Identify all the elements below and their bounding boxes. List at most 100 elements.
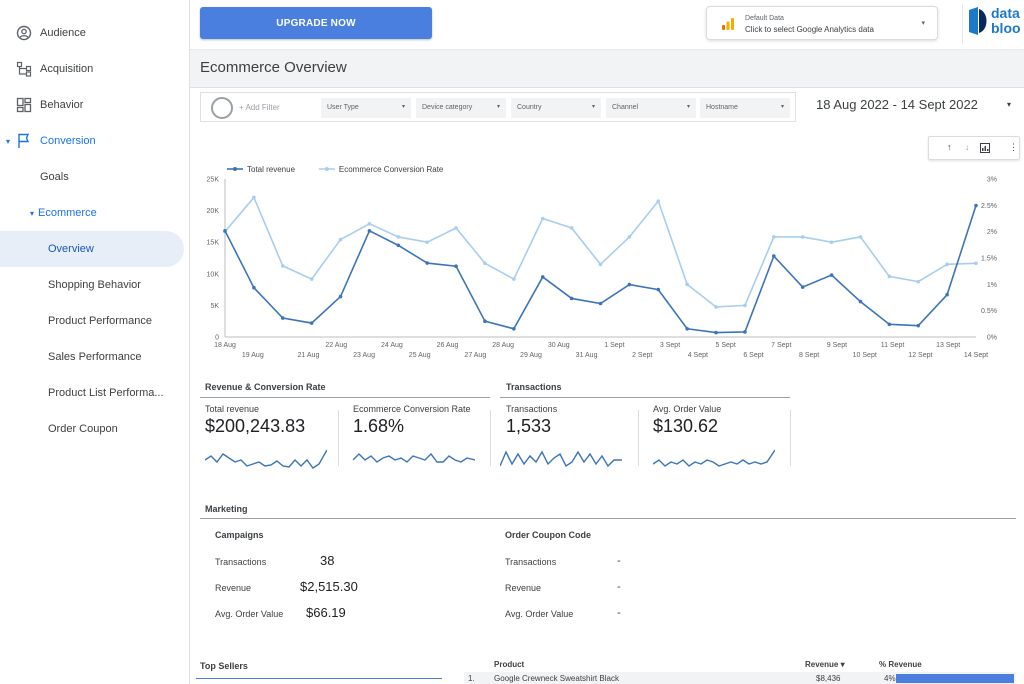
data-point [483,261,487,266]
add-filter-icon[interactable] [211,97,233,119]
sidebar-item-behavior[interactable]: Behavior [16,87,83,123]
page-header: Ecommerce Overview [190,50,1024,88]
total-revenue-sparkline [205,449,327,469]
sidebar-item-acquisition[interactable]: Acquisition [16,51,93,87]
sidebar-item-sales-performance[interactable]: Sales Performance [48,339,142,375]
upgrade-now-button[interactable]: UPGRADE NOW [200,7,432,39]
x-tick-label: 9 Sept [827,342,847,349]
x-tick-label: 24 Aug [381,342,403,349]
coupon-metric-label: Avg. Order Value [505,609,574,619]
x-tick-label: 2 Sept [632,352,652,359]
sidebar-item-label: Goals [40,171,69,183]
y-right-tick-label: 0.5% [981,308,997,315]
date-range-picker[interactable]: 18 Aug 2022 - 14 Sept 2022 [816,97,978,112]
data-point [367,229,372,233]
filter-channel[interactable]: Channel ▾ [606,98,696,118]
column-header-pct-revenue[interactable]: % Revenue [879,660,922,669]
data-source-selector[interactable]: Default Data Click to select Google Anal… [706,6,938,40]
column-header-product[interactable]: Product [494,660,525,669]
data-point [772,254,776,258]
data-point [540,216,545,221]
y-right-tick-label: 2.5% [981,203,997,210]
row-index: 1. [468,674,475,683]
data-point [829,273,834,277]
x-tick-label: 29 Aug [520,352,542,359]
coupon-revenue-value: - [617,581,621,593]
coupon-metric-label: Revenue [505,583,542,593]
data-point [252,285,256,290]
data-point [309,277,314,281]
legend-label: Ecommerce Conversion Rate [339,165,444,174]
page-title: Ecommerce Overview [200,59,347,76]
data-point [425,240,429,244]
legend-marker [324,167,329,171]
marketing-section-title: Marketing [205,504,248,514]
data-point [540,275,545,279]
data-point [887,274,892,279]
sidebar-item-label: Audience [40,27,86,39]
x-tick-label: 14 Sept [964,352,988,359]
data-point [569,226,574,230]
sidebar-item-audience[interactable]: Audience [16,15,86,51]
chevron-down-icon: ▾ [591,104,595,110]
column-header-revenue[interactable]: Revenue ▾ [805,660,845,669]
data-source-description: Click to select Google Analytics data [745,25,874,34]
scorecard-separator [338,410,339,466]
sidebar-item-product-list-performance[interactable]: Product List Performa... [48,375,164,411]
more-vert-icon[interactable]: ⋮ [1009,142,1018,152]
filter-hostname[interactable]: Hostname ▾ [700,98,790,118]
data-point [916,323,921,328]
sidebar-item-goals[interactable]: Goals [40,159,69,195]
sidebar-item-overview[interactable]: Overview [0,231,184,267]
x-tick-label: 26 Aug [437,342,459,349]
sidebar-item-ecommerce[interactable]: ▾ Ecommerce [30,195,97,231]
sort-ascending-icon[interactable]: ↑ [947,142,952,152]
x-tick-label: 23 Aug [353,352,375,359]
filter-country[interactable]: Country ▾ [511,98,601,118]
data-point [685,282,689,287]
chart-settings-icon[interactable] [980,143,990,153]
filter-device-category[interactable]: Device category ▾ [416,98,506,118]
logo: data bloo [962,4,1024,44]
sidebar-item-label: Conversion [40,135,96,147]
sidebar-item-shopping-behavior[interactable]: Shopping Behavior [48,267,141,303]
top-bar: UPGRADE NOW Default Data Click to select… [190,0,1024,50]
table-row[interactable]: 1. Google Crewneck Sweatshirt Black $8,4… [464,672,1016,684]
sidebar-item-label: Product Performance [48,315,152,327]
legend-marker [233,167,237,171]
sidebar-item-conversion[interactable]: ▾ Conversion [6,123,96,159]
series-line-total-revenue [224,205,977,334]
x-tick-label: 5 Sept [716,342,736,349]
scorecard-label: Transactions [506,404,558,414]
filter-user-type[interactable]: User Type ▾ [321,98,411,118]
revenue-conversion-line-chart: 0 5K 10K 15K 20K 25K 0% 0.5% 1% 1.5% 2% 2.5% 3% 18 Au… [207,165,997,359]
data-point [598,301,603,306]
top-sellers-title: Top Sellers [200,661,248,671]
row-product: Google Crewneck Sweatshirt Black [494,674,619,683]
chevron-down-icon: ▾ [6,136,11,146]
data-point [280,316,285,320]
sidebar: Audience Acquisition Behavior ▾ Conversi… [0,0,190,684]
x-tick-label: 11 Sept [881,342,905,349]
sidebar-item-order-coupon[interactable]: Order Coupon [48,411,118,447]
x-tick-label: 22 Aug [325,342,347,349]
sidebar-item-product-performance[interactable]: Product Performance [48,303,152,339]
sidebar-item-label: Shopping Behavior [48,279,141,291]
chevron-down-icon: ▾ [401,104,405,110]
data-point [685,326,689,331]
data-point [772,235,776,239]
logo-mark-icon [969,7,987,35]
chevron-down-icon: ▾ [30,208,35,218]
data-point [858,299,863,304]
avg-order-value-value: $130.62 [653,416,719,436]
add-filter-button[interactable]: + Add Filter [239,103,280,112]
x-tick-label: 18 Aug [214,342,236,349]
data-point [512,277,516,281]
data-point [396,243,401,248]
sidebar-item-label: Overview [48,243,94,255]
chevron-down-icon[interactable]: ▾ [1007,100,1012,109]
hierarchy-icon [16,61,32,77]
series-line-ecommerce-conversion-rate [224,195,977,308]
sort-descending-icon[interactable]: ↓ [965,142,970,152]
campaign-transactions-value: 38 [320,553,335,568]
